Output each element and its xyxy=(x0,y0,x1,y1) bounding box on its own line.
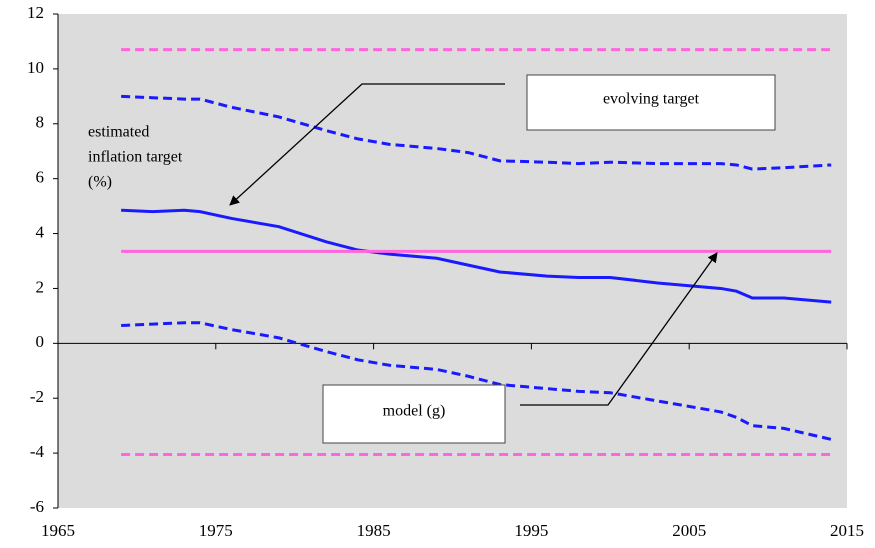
x-tick-label: 2005 xyxy=(672,521,706,540)
y-tick-label: -4 xyxy=(30,442,45,461)
y-label: estimated xyxy=(88,124,149,141)
y-label: inflation target xyxy=(88,149,183,166)
x-tick-label: 1985 xyxy=(357,521,391,540)
y-tick-label: 10 xyxy=(27,58,44,77)
y-label: (%) xyxy=(88,174,112,191)
x-tick-label: 1975 xyxy=(199,521,233,540)
series-line xyxy=(121,321,832,441)
y-tick-label: 12 xyxy=(27,3,44,22)
arrow xyxy=(229,83,505,206)
x-tick-label: 2015 xyxy=(830,521,864,540)
arrow xyxy=(520,252,718,406)
annotation: evolving target xyxy=(603,91,700,108)
annotation: model (g) xyxy=(383,403,446,420)
y-tick-label: -2 xyxy=(30,387,44,406)
series-line xyxy=(121,94,832,171)
x-tick-label: 1995 xyxy=(514,521,548,540)
x-tick-label: 1965 xyxy=(41,521,75,540)
series-line xyxy=(121,208,832,304)
annotation-box xyxy=(526,74,776,131)
y-tick-label: 8 xyxy=(36,113,45,132)
annotation-box xyxy=(322,384,506,444)
y-tick-label: 4 xyxy=(36,222,45,241)
y-tick-label: 0 xyxy=(36,332,45,351)
y-tick-label: 2 xyxy=(36,277,45,296)
y-tick-label: 6 xyxy=(36,168,45,187)
y-tick-label: -6 xyxy=(30,497,44,516)
